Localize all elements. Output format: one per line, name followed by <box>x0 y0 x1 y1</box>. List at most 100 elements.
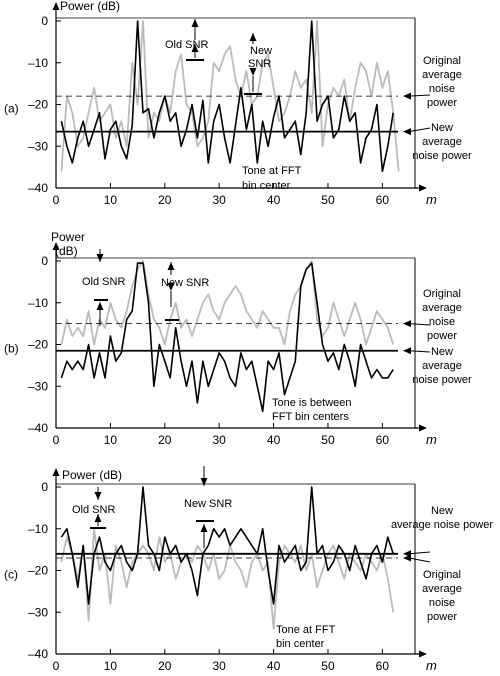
original-noise-pointer-head <box>403 320 411 328</box>
new-noise-label: noise power <box>412 150 472 162</box>
original-noise-label: Original <box>423 55 461 67</box>
new-snr-label: New <box>250 45 272 57</box>
tone-note: bin center <box>242 180 291 192</box>
panel-label: (a) <box>4 102 19 116</box>
tone-note: bin center <box>276 638 325 650</box>
y-axis-arrow <box>52 2 60 10</box>
x-tick-label: 10 <box>104 433 118 447</box>
y-axis-label: (dB) <box>55 244 78 258</box>
new-noise-pointer <box>408 551 431 555</box>
y-tick-label: –30 <box>28 139 48 153</box>
x-tick-label: 10 <box>104 659 118 673</box>
y-tick-label: 0 <box>41 254 48 268</box>
panel-label: (b) <box>4 342 19 356</box>
original-noise-label: average <box>422 69 462 81</box>
y-axis-arrow <box>52 468 60 476</box>
x-tick-label: 50 <box>321 659 335 673</box>
y-tick-label: –20 <box>28 338 48 352</box>
x-axis-arrow <box>419 650 427 658</box>
new-snr-label: New SNR <box>184 498 232 510</box>
new-snr-arrowhead <box>167 262 175 270</box>
old-snr-arrowhead <box>94 492 102 500</box>
y-tick-label: 0 <box>41 14 48 28</box>
original-noise-pointer <box>408 557 431 563</box>
x-axis-label: m <box>426 432 437 447</box>
new-noise-label: average noise power <box>391 519 493 531</box>
old-snr-label: Old SNR <box>82 276 125 288</box>
original-noise-pointer <box>408 94 431 97</box>
new-noise-pointer-head <box>403 347 411 355</box>
old-snr-arrowhead-lower <box>191 44 199 52</box>
new-snr-arrowhead <box>200 478 208 486</box>
new-noise-label: average <box>422 136 462 148</box>
x-tick-label: 0 <box>53 659 60 673</box>
x-tick-label: 0 <box>53 193 60 207</box>
series-original-spectrum <box>60 260 395 346</box>
series-new-spectrum <box>60 262 394 413</box>
y-axis-label: Power <box>51 230 85 244</box>
old-snr-arrowhead <box>191 19 199 27</box>
x-tick-label: 20 <box>158 193 172 207</box>
original-noise-label: noise <box>429 597 455 609</box>
new-noise-label: New <box>431 346 453 358</box>
y-axis-arrow <box>52 242 60 250</box>
y-tick-label: 0 <box>41 480 48 494</box>
tone-note: Tone is between <box>272 397 352 409</box>
series-original-spectrum <box>60 527 395 630</box>
old-snr-label: Old SNR <box>165 39 208 51</box>
x-tick-label: 20 <box>158 659 172 673</box>
y-tick-label: –10 <box>28 56 48 70</box>
x-tick-label: 50 <box>321 193 335 207</box>
new-noise-label: noise power <box>412 374 472 386</box>
tone-note: FFT bin centers <box>272 411 349 423</box>
original-noise-label: average <box>422 302 462 314</box>
original-noise-label: noise <box>429 83 455 95</box>
x-axis-label: m <box>426 658 437 673</box>
original-noise-label: average <box>422 583 462 595</box>
new-noise-pointer-head <box>403 550 411 558</box>
x-tick-label: 60 <box>376 659 390 673</box>
x-tick-label: 60 <box>376 193 390 207</box>
y-tick-label: –20 <box>28 564 48 578</box>
old-snr-label: Old SNR <box>72 504 115 516</box>
new-noise-pointer <box>408 127 431 133</box>
new-snr-arrowhead-lower <box>249 68 257 76</box>
chart-panel-2: 0 –10 –20 –30 –40 0 10 20 30 40 50 60 Power(dB) m (b) O… <box>4 230 472 447</box>
tone-note: Tone at FFT <box>276 624 336 636</box>
y-axis-label: Power (dB) <box>62 468 122 482</box>
original-noise-label: power <box>427 97 457 109</box>
new-noise-label: New <box>431 505 453 517</box>
x-tick-label: 40 <box>267 193 281 207</box>
x-tick-label: 30 <box>213 659 227 673</box>
chart-panel-3: 0 –10 –20 –30 –40 0 10 20 30 40 50 60 Power (dB) m (c)… <box>4 466 493 673</box>
original-noise-label: power <box>427 611 457 623</box>
new-noise-label: average <box>422 360 462 372</box>
x-tick-label: 0 <box>53 433 60 447</box>
x-tick-label: 30 <box>213 433 227 447</box>
y-tick-label: –30 <box>28 605 48 619</box>
new-snr-label: SNR <box>248 58 271 70</box>
tone-note: Tone at FFT <box>242 165 302 177</box>
chart-panel-1: 0 –10 –20 –30 –40 0 10 20 30 40 50 60 Power (dB) m (a)… <box>4 0 472 207</box>
x-tick-label: 20 <box>158 433 172 447</box>
original-noise-pointer <box>408 323 431 326</box>
original-noise-label: Original <box>423 569 461 581</box>
x-tick-label: 60 <box>376 433 390 447</box>
old-snr-arrowhead-lower <box>94 514 102 522</box>
y-tick-label: –10 <box>28 522 48 536</box>
old-snr-arrowhead-lower <box>96 302 104 310</box>
x-axis-label: m <box>426 192 437 207</box>
new-noise-pointer-head <box>403 128 411 136</box>
y-tick-label: –40 <box>28 181 48 195</box>
y-axis-label: Power (dB) <box>60 0 120 13</box>
x-tick-label: 30 <box>213 193 227 207</box>
y-tick-label: –40 <box>28 647 48 661</box>
new-noise-label: New <box>431 122 453 134</box>
x-tick-label: 40 <box>267 659 281 673</box>
x-tick-label: 40 <box>267 433 281 447</box>
y-tick-label: –10 <box>28 296 48 310</box>
new-snr-arrowhead-lower <box>167 283 175 291</box>
original-noise-label: Original <box>423 288 461 300</box>
original-noise-pointer-head <box>403 92 411 100</box>
